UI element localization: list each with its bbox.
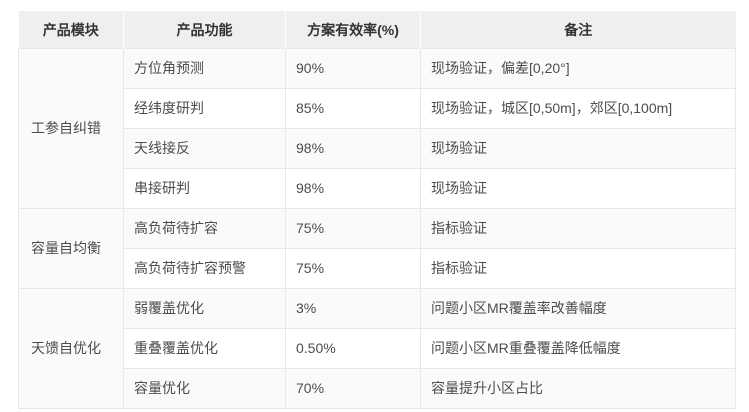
rate-cell: 3% <box>285 288 421 329</box>
table-row: 工参自纠错 方位角预测 90% 现场验证，偏差[0,20°] <box>18 48 736 209</box>
note-cell: 问题小区MR重叠覆盖降低幅度 <box>420 328 736 369</box>
note-cell: 现场验证，偏差[0,20°] <box>420 48 736 89</box>
col-header-remarks: 备注 <box>420 11 736 49</box>
function-cell: 高负荷待扩容 <box>123 208 286 249</box>
rate-cell: 85% <box>285 88 421 129</box>
col-header-effectiveness-rate: 方案有效率(%) <box>285 11 421 49</box>
module-cell: 容量自均衡 <box>18 208 124 289</box>
col-header-product-module: 产品模块 <box>18 11 124 49</box>
function-cell: 重叠覆盖优化 <box>123 328 286 369</box>
rate-cell: 90% <box>285 48 421 89</box>
function-cell: 容量优化 <box>123 368 286 409</box>
function-cell: 串接研判 <box>123 168 286 209</box>
rate-cell: 98% <box>285 168 421 209</box>
rate-cell: 75% <box>285 208 421 249</box>
rate-cell: 0.50% <box>285 328 421 369</box>
table-header: 产品模块 产品功能 方案有效率(%) 备注 <box>18 11 736 49</box>
product-effectiveness-table-container: 产品模块 产品功能 方案有效率(%) 备注 工参自纠错 方位角预测 90% 现场… <box>18 11 736 409</box>
function-cell: 经纬度研判 <box>123 88 286 129</box>
function-cell: 方位角预测 <box>123 48 286 89</box>
table-row: 串接研判 98% 现场验证 <box>18 168 736 209</box>
module-cell: 工参自纠错 <box>18 48 124 209</box>
table-row: 容量自均衡 高负荷待扩容 75% 指标验证 <box>18 208 736 289</box>
table-row: 重叠覆盖优化 0.50% 问题小区MR重叠覆盖降低幅度 <box>18 328 736 369</box>
function-cell: 高负荷待扩容预警 <box>123 248 286 289</box>
note-cell: 现场验证 <box>420 168 736 209</box>
note-cell: 问题小区MR覆盖率改善幅度 <box>420 288 736 329</box>
rate-cell: 70% <box>285 368 421 409</box>
table-header-row: 产品模块 产品功能 方案有效率(%) 备注 <box>18 11 736 49</box>
note-cell: 容量提升小区占比 <box>420 368 736 409</box>
note-cell: 指标验证 <box>420 248 736 289</box>
table-row: 容量优化 70% 容量提升小区占比 <box>18 368 736 409</box>
rate-cell: 98% <box>285 128 421 169</box>
table-row: 高负荷待扩容预警 75% 指标验证 <box>18 248 736 289</box>
function-cell: 弱覆盖优化 <box>123 288 286 329</box>
rate-cell: 75% <box>285 248 421 289</box>
table-body: 工参自纠错 方位角预测 90% 现场验证，偏差[0,20°] 经纬度研判 85%… <box>18 48 736 409</box>
table-row: 经纬度研判 85% 现场验证，城区[0,50m]，郊区[0,100m] <box>18 88 736 129</box>
function-cell: 天线接反 <box>123 128 286 169</box>
note-cell: 指标验证 <box>420 208 736 249</box>
note-cell: 现场验证 <box>420 128 736 169</box>
module-cell: 天馈自优化 <box>18 288 124 409</box>
table-row: 天馈自优化 弱覆盖优化 3% 问题小区MR覆盖率改善幅度 <box>18 288 736 409</box>
note-cell: 现场验证，城区[0,50m]，郊区[0,100m] <box>420 88 736 129</box>
table-row: 天线接反 98% 现场验证 <box>18 128 736 169</box>
product-effectiveness-table: 产品模块 产品功能 方案有效率(%) 备注 工参自纠错 方位角预测 90% 现场… <box>18 11 736 409</box>
col-header-product-function: 产品功能 <box>123 11 286 49</box>
